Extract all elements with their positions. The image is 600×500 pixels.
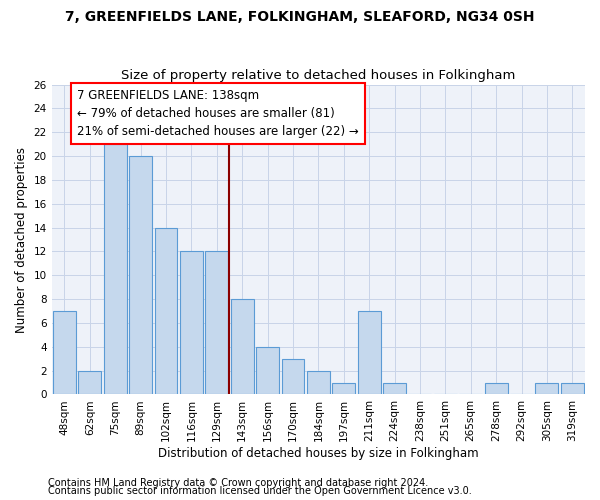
Bar <box>358 311 380 394</box>
Title: Size of property relative to detached houses in Folkingham: Size of property relative to detached ho… <box>121 69 515 82</box>
Bar <box>53 311 76 394</box>
Bar <box>129 156 152 394</box>
Bar <box>180 252 203 394</box>
X-axis label: Distribution of detached houses by size in Folkingham: Distribution of detached houses by size … <box>158 447 479 460</box>
Bar <box>383 382 406 394</box>
Bar <box>281 358 304 394</box>
Bar <box>307 370 330 394</box>
Bar <box>79 370 101 394</box>
Bar <box>561 382 584 394</box>
Text: Contains HM Land Registry data © Crown copyright and database right 2024.: Contains HM Land Registry data © Crown c… <box>48 478 428 488</box>
Bar <box>155 228 178 394</box>
Text: 7, GREENFIELDS LANE, FOLKINGHAM, SLEAFORD, NG34 0SH: 7, GREENFIELDS LANE, FOLKINGHAM, SLEAFOR… <box>65 10 535 24</box>
Y-axis label: Number of detached properties: Number of detached properties <box>15 146 28 332</box>
Text: 7 GREENFIELDS LANE: 138sqm
← 79% of detached houses are smaller (81)
21% of semi: 7 GREENFIELDS LANE: 138sqm ← 79% of deta… <box>77 90 359 138</box>
Text: Contains public sector information licensed under the Open Government Licence v3: Contains public sector information licen… <box>48 486 472 496</box>
Bar <box>104 144 127 395</box>
Bar <box>332 382 355 394</box>
Bar <box>535 382 559 394</box>
Bar <box>485 382 508 394</box>
Bar <box>205 252 228 394</box>
Bar <box>231 299 254 394</box>
Bar <box>256 347 279 395</box>
